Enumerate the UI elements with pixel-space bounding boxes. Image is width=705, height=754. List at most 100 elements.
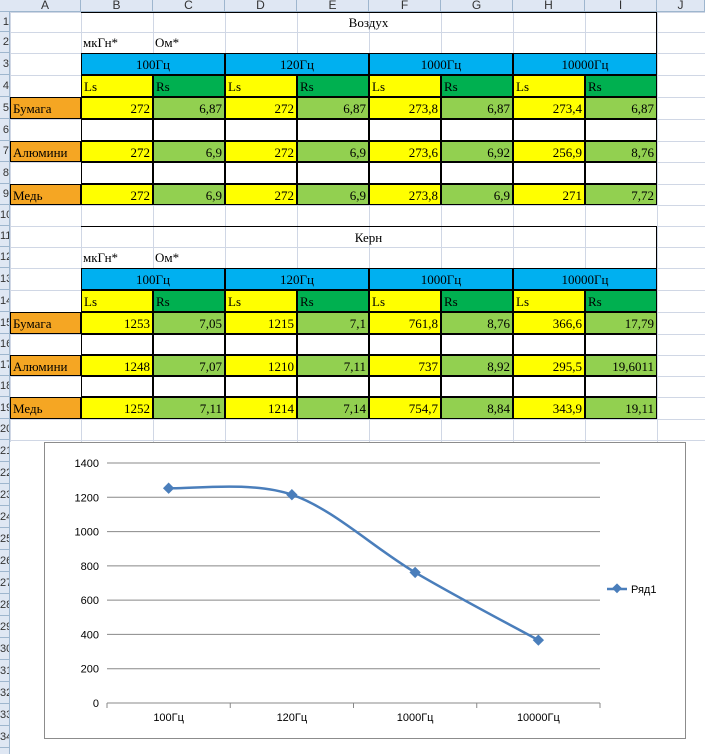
- table1-ls-header[interactable]: Ls: [369, 75, 441, 97]
- table1-ls-header[interactable]: Ls: [513, 75, 585, 97]
- row-header-33[interactable]: 33: [0, 704, 9, 726]
- table1-rs-header[interactable]: Rs: [585, 75, 657, 97]
- table1-row-label-0[interactable]: Бумага: [10, 97, 81, 119]
- table1-value-cell[interactable]: 273,4: [513, 97, 585, 119]
- row-header-32[interactable]: 32: [0, 682, 9, 704]
- column-header-g[interactable]: G: [441, 0, 513, 11]
- table2-freq-3[interactable]: 10000Гц: [513, 268, 657, 290]
- table2-value-cell[interactable]: 7,11: [297, 355, 369, 376]
- blank-cell[interactable]: [369, 162, 441, 184]
- table2-value-cell[interactable]: 7,14: [297, 397, 369, 419]
- row-header-31[interactable]: 31: [0, 660, 9, 682]
- column-header-e[interactable]: E: [297, 0, 369, 11]
- blank-cell[interactable]: [81, 376, 153, 397]
- table1-freq-2[interactable]: 1000Гц: [369, 53, 513, 75]
- table2-unit-l[interactable]: мкГн*: [83, 250, 119, 265]
- table1-value-cell[interactable]: 272: [225, 184, 297, 205]
- column-header-a[interactable]: A: [10, 0, 81, 11]
- row-header-10[interactable]: 10: [0, 205, 9, 226]
- row-header-30[interactable]: 30: [0, 638, 9, 660]
- row-header-29[interactable]: 29: [0, 616, 9, 638]
- column-header-c[interactable]: C: [153, 0, 225, 11]
- table2-ls-header[interactable]: Ls: [369, 290, 441, 312]
- row-header-12[interactable]: 12: [0, 247, 9, 268]
- table2-rs-header[interactable]: Rs: [297, 290, 369, 312]
- table1-ls-header[interactable]: Ls: [81, 75, 153, 97]
- line-chart[interactable]: 0 200 400 600 800 1000 1200 1400 100Гц 120Гц 1000Г…: [44, 442, 686, 739]
- table2-value-cell[interactable]: 7,05: [153, 312, 225, 334]
- table1-value-cell[interactable]: 6,87: [585, 97, 657, 119]
- table1-value-cell[interactable]: 8,76: [585, 141, 657, 162]
- table2-value-cell[interactable]: 1210: [225, 355, 297, 376]
- table1-freq-0[interactable]: 100Гц: [81, 53, 225, 75]
- blank-cell[interactable]: [369, 334, 441, 355]
- blank-cell[interactable]: [585, 162, 657, 184]
- table1-value-cell[interactable]: 7,72: [585, 184, 657, 205]
- table1-value-cell[interactable]: 273,6: [369, 141, 441, 162]
- blank-cell[interactable]: [513, 119, 585, 141]
- row-header-26[interactable]: 26: [0, 550, 9, 572]
- row-header-23[interactable]: 23: [0, 484, 9, 506]
- table1-value-cell[interactable]: 272: [225, 141, 297, 162]
- row-header-16[interactable]: 16: [0, 334, 9, 355]
- table2-value-cell[interactable]: 8,92: [441, 355, 513, 376]
- blank-cell[interactable]: [297, 334, 369, 355]
- row-header-2[interactable]: 2: [0, 32, 9, 53]
- blank-cell[interactable]: [369, 376, 441, 397]
- table2-freq-0[interactable]: 100Гц: [81, 268, 225, 290]
- table2-ls-header[interactable]: Ls: [513, 290, 585, 312]
- table1-freq-1[interactable]: 120Гц: [225, 53, 369, 75]
- table1-value-cell[interactable]: 6,9: [153, 141, 225, 162]
- table2-freq-2[interactable]: 1000Гц: [369, 268, 513, 290]
- blank-cell[interactable]: [441, 162, 513, 184]
- row-header-17[interactable]: 17: [0, 355, 9, 376]
- row-header-15[interactable]: 15: [0, 312, 9, 334]
- blank-cell[interactable]: [513, 162, 585, 184]
- table2-value-cell[interactable]: 19,6011: [585, 355, 657, 376]
- column-header-i[interactable]: I: [585, 0, 657, 11]
- blank-cell[interactable]: [153, 334, 225, 355]
- table2-value-cell[interactable]: 7,07: [153, 355, 225, 376]
- column-header-b[interactable]: B: [81, 0, 153, 11]
- table1-value-cell[interactable]: 272: [225, 97, 297, 119]
- table1-value-cell[interactable]: 6,87: [153, 97, 225, 119]
- table1-unit-l[interactable]: мкГн*: [83, 35, 119, 50]
- table1-value-cell[interactable]: 6,87: [297, 97, 369, 119]
- table1-freq-3[interactable]: 10000Гц: [513, 53, 657, 75]
- column-header-h[interactable]: H: [513, 0, 585, 11]
- row-header-9[interactable]: 9: [0, 184, 9, 205]
- blank-cell[interactable]: [369, 119, 441, 141]
- table1-value-cell[interactable]: 6,87: [441, 97, 513, 119]
- table1-value-cell[interactable]: 6,9: [441, 184, 513, 205]
- table2-value-cell[interactable]: 761,8: [369, 312, 441, 334]
- table2-value-cell[interactable]: 19,11: [585, 397, 657, 419]
- table1-value-cell[interactable]: 6,9: [297, 141, 369, 162]
- table2-value-cell[interactable]: 8,84: [441, 397, 513, 419]
- blank-cell[interactable]: [513, 376, 585, 397]
- table2-value-cell[interactable]: 1214: [225, 397, 297, 419]
- table2-value-cell[interactable]: 737: [369, 355, 441, 376]
- table2-row-label-0[interactable]: Бумага: [10, 312, 81, 334]
- table2-value-cell[interactable]: 1215: [225, 312, 297, 334]
- table1-rs-header[interactable]: Rs: [441, 75, 513, 97]
- row-header-11[interactable]: 11: [0, 226, 9, 247]
- row-header-19[interactable]: 19: [0, 397, 9, 419]
- row-header-28[interactable]: 28: [0, 594, 9, 616]
- table1-title[interactable]: Воздух: [81, 12, 657, 32]
- row-header-6[interactable]: 6: [0, 119, 9, 141]
- table1-value-cell[interactable]: 272: [81, 184, 153, 205]
- table1-value-cell[interactable]: 6,9: [153, 184, 225, 205]
- table1-row-label-2[interactable]: Медь: [10, 184, 81, 205]
- table2-value-cell[interactable]: 295,5: [513, 355, 585, 376]
- table2-value-cell[interactable]: 7,11: [153, 397, 225, 419]
- blank-cell[interactable]: [513, 334, 585, 355]
- blank-cell[interactable]: [225, 376, 297, 397]
- blank-cell[interactable]: [585, 376, 657, 397]
- table1-value-cell[interactable]: 6,9: [297, 184, 369, 205]
- table2-value-cell[interactable]: 754,7: [369, 397, 441, 419]
- table2-ls-header[interactable]: Ls: [225, 290, 297, 312]
- table1-value-cell[interactable]: 271: [513, 184, 585, 205]
- table2-ls-header[interactable]: Ls: [81, 290, 153, 312]
- blank-cell[interactable]: [225, 162, 297, 184]
- table2-rs-header[interactable]: Rs: [441, 290, 513, 312]
